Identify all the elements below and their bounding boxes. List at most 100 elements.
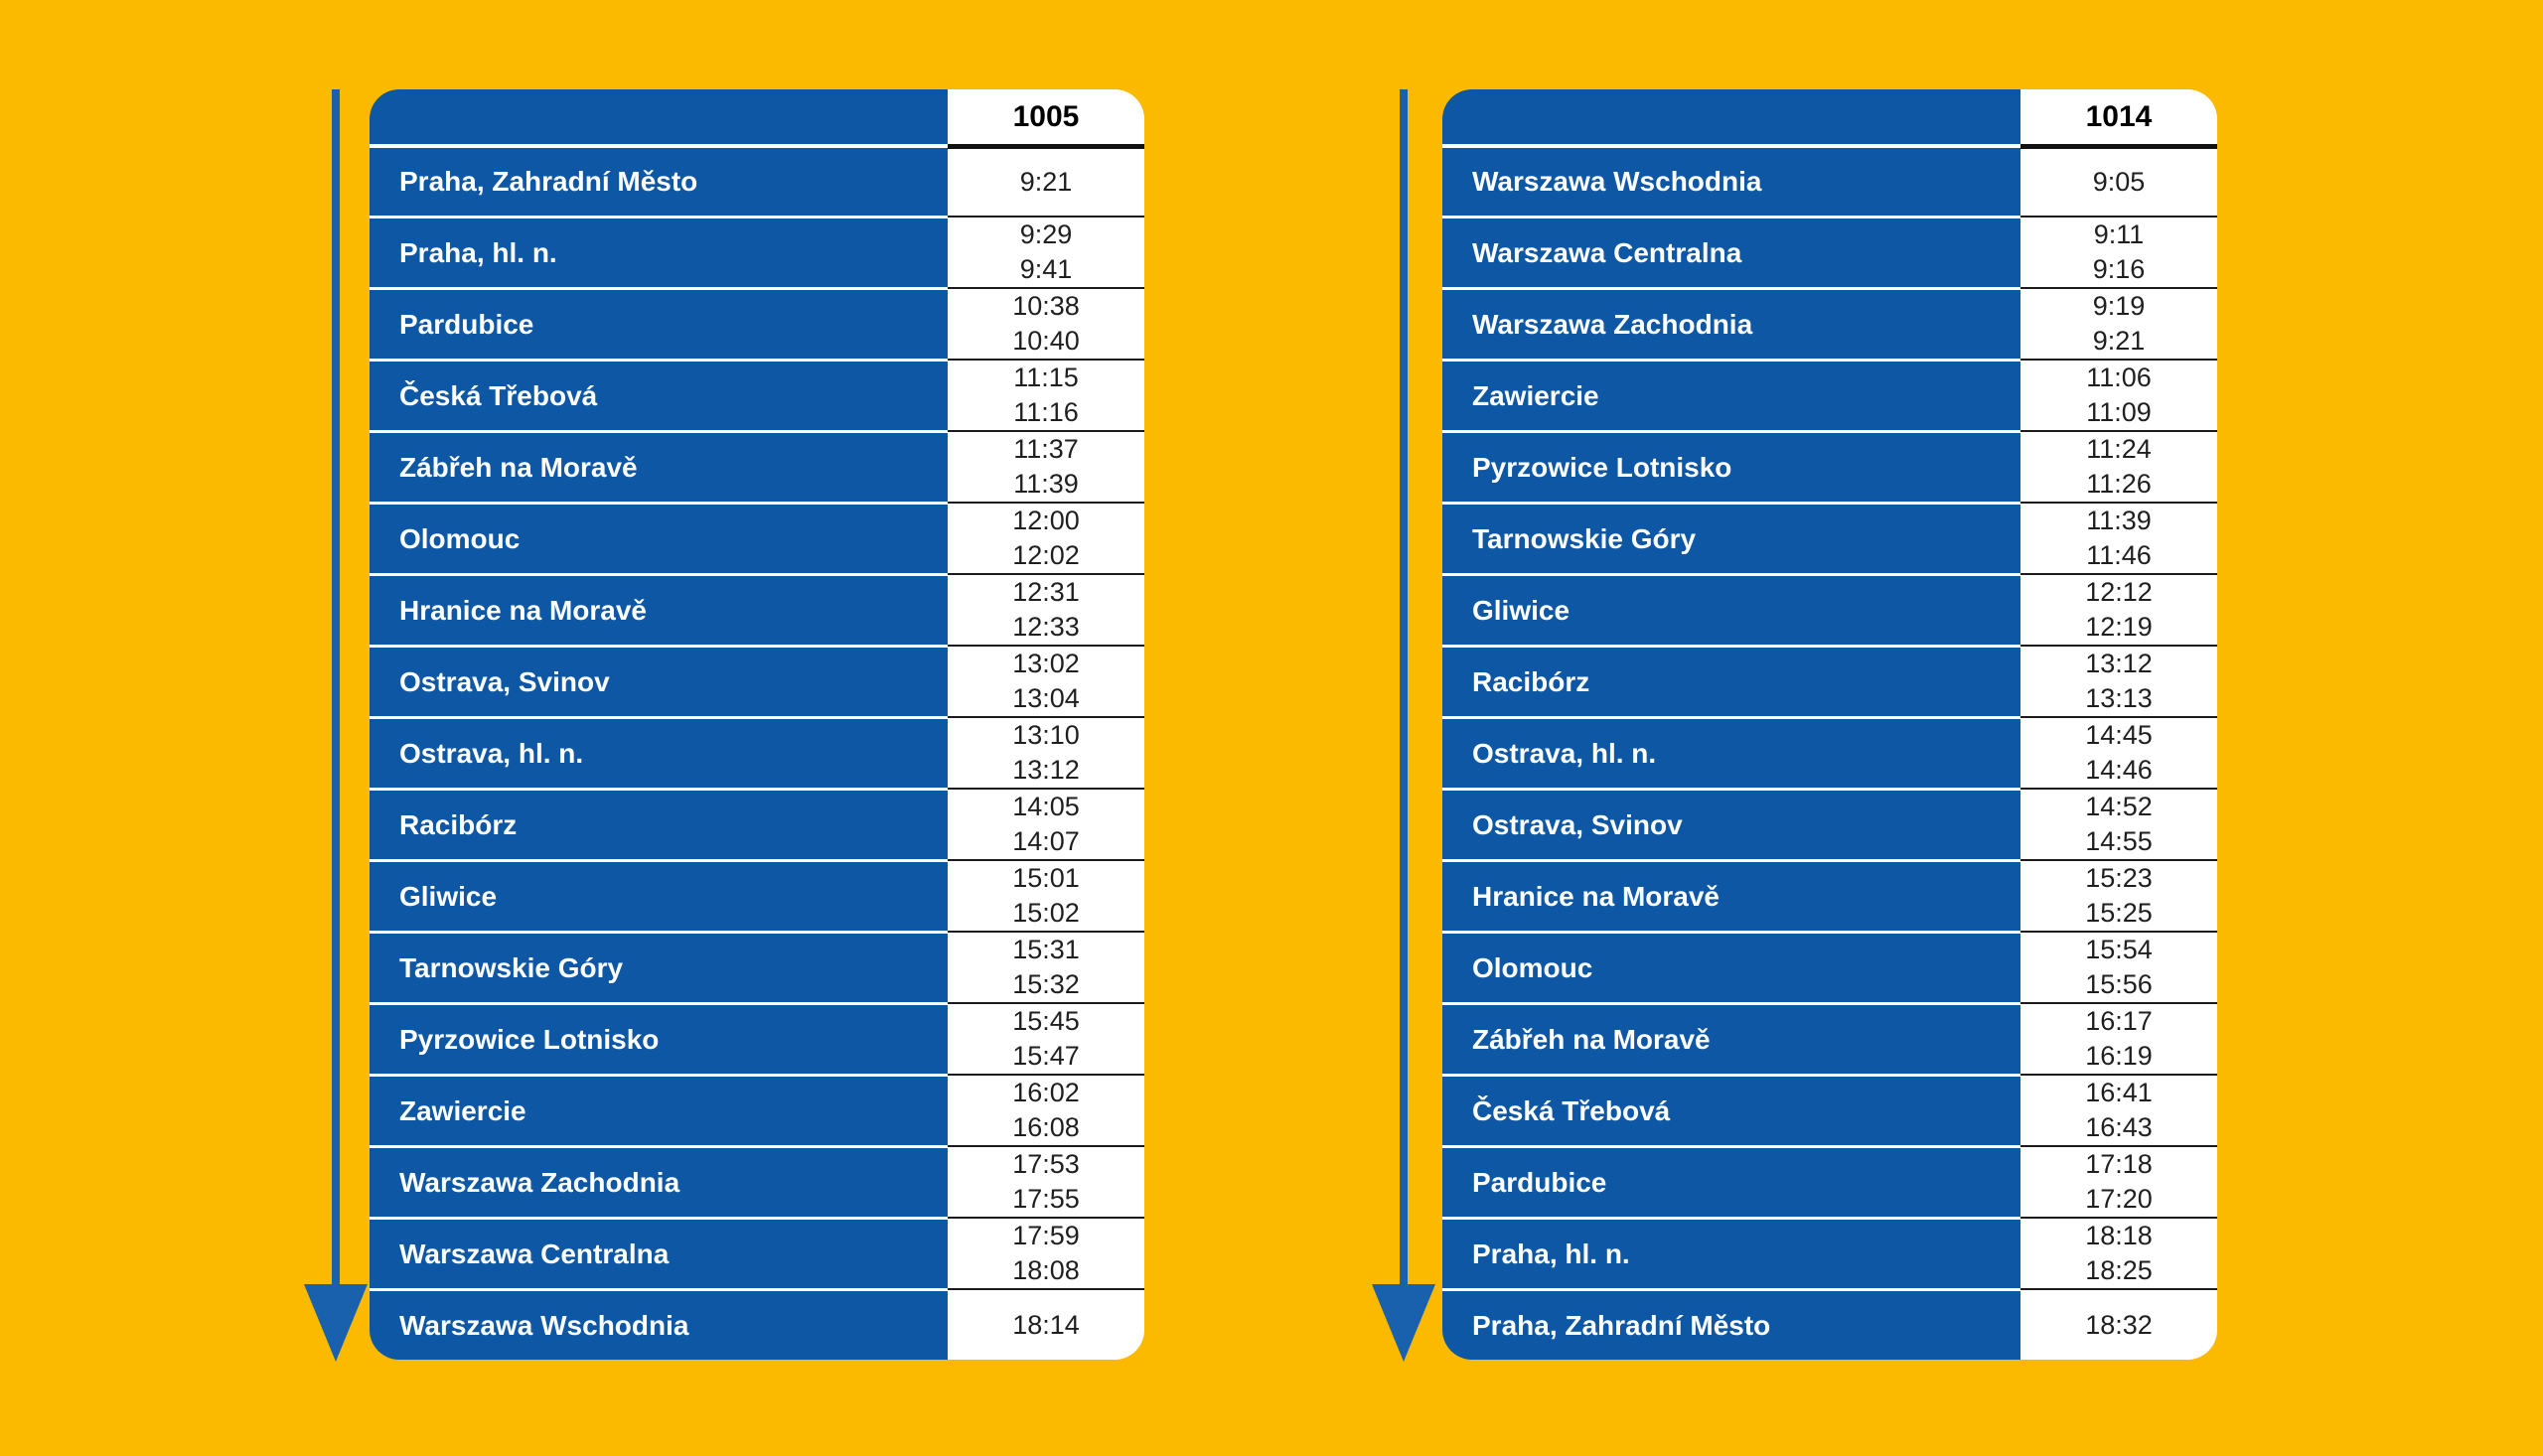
stop-times: 17:18 17:20: [2020, 1145, 2217, 1217]
station-name: Zábřeh na Moravě: [1442, 1002, 2020, 1074]
stop-times: 15:31 15:32: [948, 931, 1144, 1002]
station-name: Praha, hl. n.: [1442, 1217, 2020, 1288]
station-name: Ostrava, Svinov: [370, 645, 948, 716]
stop-times: 9:11 9:16: [2020, 216, 2217, 287]
header-station-cell: [370, 89, 948, 144]
table-row: Gliwice 15:01 15:02: [370, 859, 1144, 931]
table-row: Pardubice 17:18 17:20: [1442, 1145, 2217, 1217]
station-name: Praha, Zahradní Město: [370, 144, 948, 216]
station-name: Pyrzowice Lotnisko: [1442, 430, 2020, 502]
stop-times: 9:29 9:41: [948, 216, 1144, 287]
table-row: Racibórz 13:12 13:13: [1442, 645, 2217, 716]
station-name: Česká Třebová: [370, 359, 948, 430]
table-row: Olomouc 15:54 15:56: [1442, 931, 2217, 1002]
station-name: Warszawa Zachodnia: [370, 1145, 948, 1217]
stop-times: 9:19 9:21: [2020, 287, 2217, 359]
station-name: Zawiercie: [370, 1074, 948, 1145]
stop-times: 16:41 16:43: [2020, 1074, 2217, 1145]
table-row: Warszawa Zachodnia 9:19 9:21: [1442, 287, 2217, 359]
station-name: Ostrava, Svinov: [1442, 788, 2020, 859]
rows: Warszawa Wschodnia 9:05 Warszawa Central…: [1442, 144, 2217, 1360]
stop-times: 17:53 17:55: [948, 1145, 1144, 1217]
station-name: Olomouc: [1442, 931, 2020, 1002]
station-name: Zawiercie: [1442, 359, 2020, 430]
station-name: Praha, hl. n.: [370, 216, 948, 287]
rows: Praha, Zahradní Město 9:21 Praha, hl. n.…: [370, 144, 1144, 1360]
stop-times: 15:54 15:56: [2020, 931, 2217, 1002]
station-name: Warszawa Zachodnia: [1442, 287, 2020, 359]
station-name: Ostrava, hl. n.: [370, 716, 948, 788]
table-row: Pyrzowice Lotnisko 11:24 11:26: [1442, 430, 2217, 502]
station-name: Olomouc: [370, 502, 948, 573]
table-row: Hranice na Moravě 12:31 12:33: [370, 573, 1144, 645]
stop-times: 12:31 12:33: [948, 573, 1144, 645]
station-name: Warszawa Centralna: [1442, 216, 2020, 287]
table-row: Warszawa Zachodnia 17:53 17:55: [370, 1145, 1144, 1217]
train-number: 1014: [2020, 89, 2217, 144]
station-name: Hranice na Moravě: [1442, 859, 2020, 931]
table-row: Zawiercie 16:02 16:08: [370, 1074, 1144, 1145]
stop-times: 17:59 18:08: [948, 1217, 1144, 1288]
station-name: Racibórz: [1442, 645, 2020, 716]
stop-times: 14:05 14:07: [948, 788, 1144, 859]
stop-times: 18:14: [948, 1288, 1144, 1360]
station-name: Praha, Zahradní Město: [1442, 1288, 2020, 1360]
station-name: Pardubice: [1442, 1145, 2020, 1217]
stop-times: 9:21: [948, 144, 1144, 216]
table-row: Hranice na Moravě 15:23 15:25: [1442, 859, 2217, 931]
stop-times: 16:17 16:19: [2020, 1002, 2217, 1074]
station-name: Gliwice: [370, 859, 948, 931]
station-name: Warszawa Wschodnia: [1442, 144, 2020, 216]
table-row: Warszawa Wschodnia 18:14: [370, 1288, 1144, 1360]
timetable-train-1014: 1014 Warszawa Wschodnia 9:05 Warszawa Ce…: [1442, 89, 2217, 1360]
stop-times: 13:02 13:04: [948, 645, 1144, 716]
table-row: Praha, Zahradní Město 9:21: [370, 144, 1144, 216]
station-name: Tarnowskie Góry: [1442, 502, 2020, 573]
table-row: Tarnowskie Góry 11:39 11:46: [1442, 502, 2217, 573]
stop-times: 12:12 12:19: [2020, 573, 2217, 645]
table-row: Ostrava, Svinov 13:02 13:04: [370, 645, 1144, 716]
table-row: Česká Třebová 11:15 11:16: [370, 359, 1144, 430]
table-row: Warszawa Centralna 9:11 9:16: [1442, 216, 2217, 287]
stop-times: 18:18 18:25: [2020, 1217, 2217, 1288]
table-row: Zábřeh na Moravě 11:37 11:39: [370, 430, 1144, 502]
timetable-train-1005: 1005 Praha, Zahradní Město 9:21 Praha, h…: [370, 89, 1144, 1360]
header-station-cell: [1442, 89, 2020, 144]
stop-times: 13:12 13:13: [2020, 645, 2217, 716]
table-row: Praha, Zahradní Město 18:32: [1442, 1288, 2217, 1360]
table-row: Zawiercie 11:06 11:09: [1442, 359, 2217, 430]
train-number: 1005: [948, 89, 1144, 144]
table-row: Warszawa Wschodnia 9:05: [1442, 144, 2217, 216]
station-name: Warszawa Centralna: [370, 1217, 948, 1288]
table-row: Praha, hl. n. 9:29 9:41: [370, 216, 1144, 287]
stop-times: 11:39 11:46: [2020, 502, 2217, 573]
stop-times: 15:45 15:47: [948, 1002, 1144, 1074]
station-name: Warszawa Wschodnia: [370, 1288, 948, 1360]
table-row: Olomouc 12:00 12:02: [370, 502, 1144, 573]
stop-times: 18:32: [2020, 1288, 2217, 1360]
stop-times: 10:38 10:40: [948, 287, 1144, 359]
table-row: Warszawa Centralna 17:59 18:08: [370, 1217, 1144, 1288]
station-name: Racibórz: [370, 788, 948, 859]
timetable-header: 1014: [1442, 89, 2217, 144]
table-row: Gliwice 12:12 12:19: [1442, 573, 2217, 645]
station-name: Pyrzowice Lotnisko: [370, 1002, 948, 1074]
table-row: Ostrava, Svinov 14:52 14:55: [1442, 788, 2217, 859]
table-row: Ostrava, hl. n. 14:45 14:46: [1442, 716, 2217, 788]
table-row: Tarnowskie Góry 15:31 15:32: [370, 931, 1144, 1002]
stop-times: 9:05: [2020, 144, 2217, 216]
station-name: Ostrava, hl. n.: [1442, 716, 2020, 788]
station-name: Česká Třebová: [1442, 1074, 2020, 1145]
table-row: Pardubice 10:38 10:40: [370, 287, 1144, 359]
station-name: Gliwice: [1442, 573, 2020, 645]
direction-arrow-down-left: [332, 89, 340, 1286]
stop-times: 16:02 16:08: [948, 1074, 1144, 1145]
stop-times: 11:15 11:16: [948, 359, 1144, 430]
stop-times: 14:45 14:46: [2020, 716, 2217, 788]
stop-times: 15:01 15:02: [948, 859, 1144, 931]
direction-arrow-down-right: [1400, 89, 1408, 1286]
station-name: Pardubice: [370, 287, 948, 359]
stop-times: 13:10 13:12: [948, 716, 1144, 788]
station-name: Zábřeh na Moravě: [370, 430, 948, 502]
